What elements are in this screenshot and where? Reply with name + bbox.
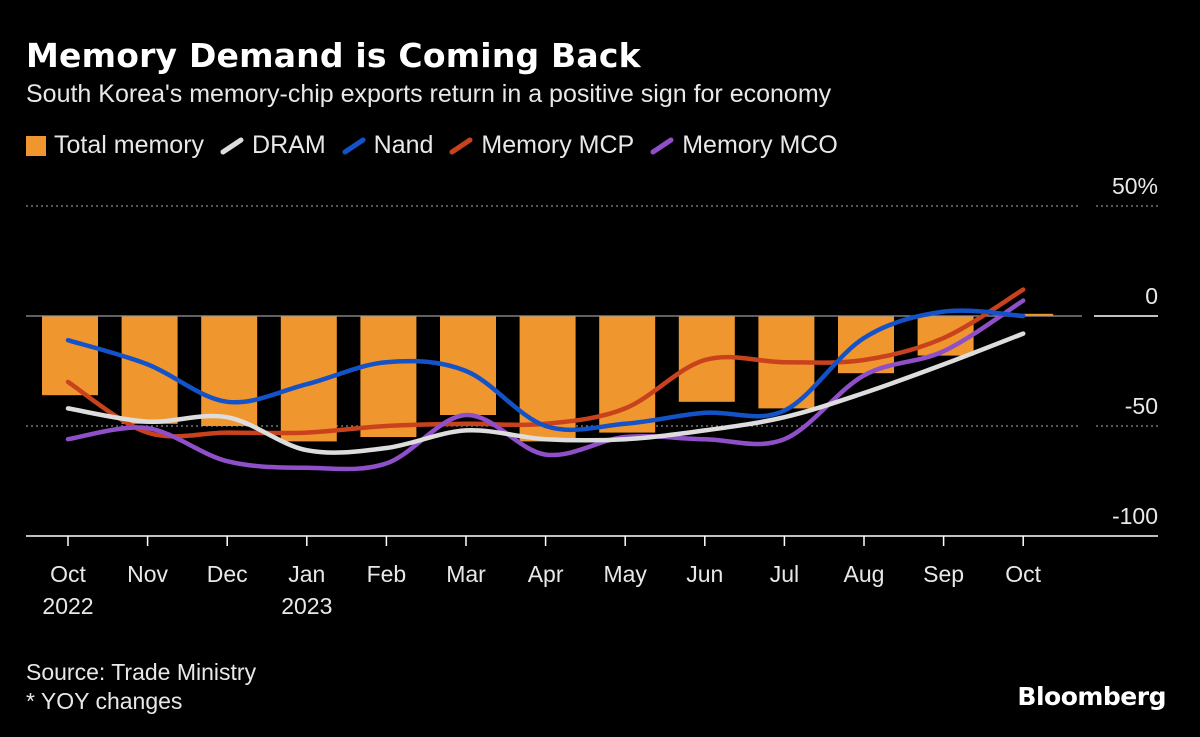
x-tick-label: Apr (528, 561, 564, 587)
legend-label-memory-mco: Memory MCO (682, 131, 838, 159)
page-title: Memory Demand is Coming Back (26, 36, 641, 75)
x-tick-label: Jan (288, 561, 325, 587)
x-tick-label: Aug (844, 561, 885, 587)
legend-item-dram: DRAM (220, 131, 326, 160)
legend-item-memory-mcp: Memory MCP (449, 131, 634, 160)
legend-item-total-memory: Total memory (26, 131, 204, 160)
legend-label-nand: Nand (373, 131, 434, 159)
series-line-memory-mco (65, 298, 1026, 472)
y-tick-label: -50 (1125, 393, 1158, 419)
legend-label-memory-mcp: Memory MCP (481, 131, 635, 159)
y-tick-label: -100 (1112, 503, 1158, 529)
series-line-dram (65, 331, 1026, 455)
bar-total-memory (201, 316, 258, 426)
x-tick-label: Sep (923, 561, 964, 587)
legend-item-nand: Nand (342, 131, 434, 160)
x-tick-label: Dec (207, 561, 248, 587)
x-year-label: 2023 (281, 593, 332, 619)
y-tick-label: 0 (1145, 283, 1158, 309)
x-tick-label: Jul (770, 561, 799, 587)
bar-total-memory (997, 313, 1054, 316)
series-line-memory-mcp (65, 287, 1026, 439)
legend-swatch-memory-mcp (449, 137, 473, 154)
x-tick-label: Feb (367, 561, 407, 587)
x-tick-label: Oct (1005, 561, 1041, 587)
legend-label-dram: DRAM (252, 131, 326, 159)
source-note: Source: Trade Ministry (26, 659, 257, 685)
x-tick-label: Mar (446, 561, 486, 587)
series-line-nand (65, 308, 1026, 433)
legend-swatch-nand (342, 137, 366, 154)
x-year-label: 2022 (42, 593, 93, 619)
y-tick-label: 50% (1112, 173, 1158, 199)
legend-swatch-dram (220, 137, 244, 154)
legend-swatch-memory-mco (650, 137, 674, 154)
bar-total-memory (360, 316, 417, 437)
x-tick-label: Nov (127, 561, 168, 587)
x-tick-label: Jun (686, 561, 723, 587)
chart-legend: Total memory DRAM Nand Memory MCP Memory… (26, 131, 854, 160)
page-subtitle: South Korea's memory-chip exports return… (26, 80, 832, 108)
legend-label-total-memory: Total memory (54, 131, 205, 159)
legend-item-memory-mco: Memory MCO (650, 131, 838, 160)
x-tick-label: May (603, 561, 647, 587)
legend-swatch-total-memory (26, 135, 46, 156)
bloomberg-logo: Bloomberg (1017, 682, 1166, 711)
yoy-note: * YOY changes (26, 688, 183, 714)
bar-total-memory (121, 316, 178, 424)
x-tick-label: Oct (50, 561, 86, 587)
